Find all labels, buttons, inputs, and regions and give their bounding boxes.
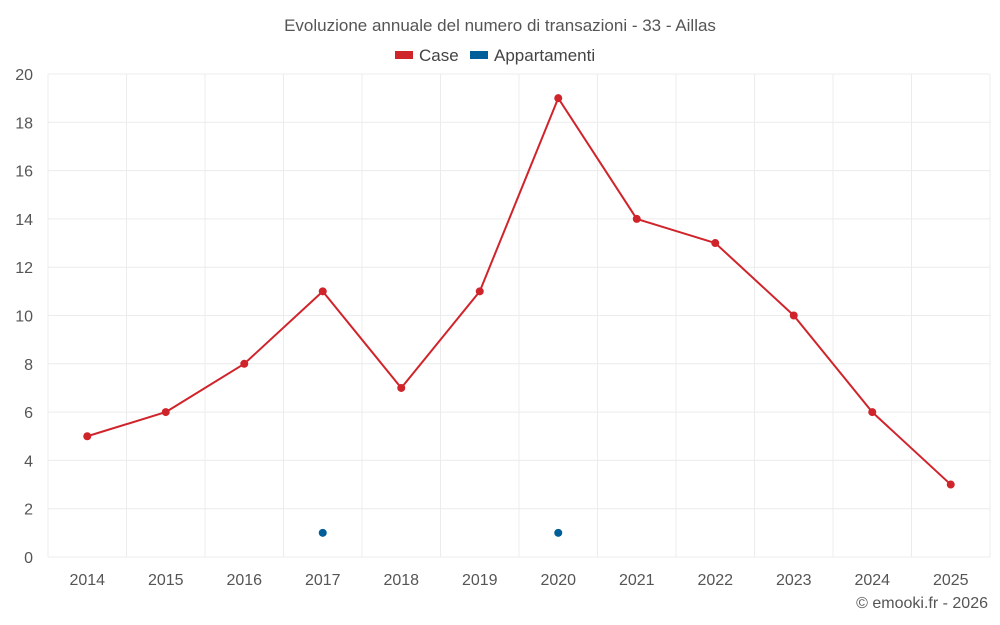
data-point-case-2025[interactable] <box>946 480 955 489</box>
data-point-case-2018[interactable] <box>397 383 406 392</box>
legend-swatch-appartamenti <box>470 51 488 59</box>
y-tick-label: 6 <box>24 405 33 422</box>
y-tick-label: 12 <box>15 260 33 277</box>
data-point-case-2015[interactable] <box>161 408 170 417</box>
x-tick-label: 2023 <box>776 572 812 589</box>
x-tick-label: 2020 <box>540 572 576 589</box>
y-tick-label: 10 <box>15 309 33 326</box>
data-point-case-2024[interactable] <box>868 408 877 417</box>
x-tick-label: 2015 <box>148 572 184 589</box>
x-tick-label: 2024 <box>854 572 890 589</box>
y-axis: 0 2 4 6 8 10 12 14 16 18 20 <box>15 67 33 567</box>
x-tick-label: 2016 <box>226 572 262 589</box>
y-tick-label: 8 <box>24 357 33 374</box>
legend-swatch-case <box>395 51 413 59</box>
grid <box>47 73 991 558</box>
x-tick-label: 2014 <box>69 572 105 589</box>
legend-label-appartamenti[interactable]: Appartamenti <box>494 46 595 65</box>
legend: Case Appartamenti <box>395 46 595 65</box>
data-point-case-2022[interactable] <box>711 239 720 248</box>
data-point-case-2019[interactable] <box>475 287 484 296</box>
series-line-case <box>86 97 952 486</box>
y-tick-label: 18 <box>15 115 33 132</box>
y-tick-label: 4 <box>24 453 33 470</box>
y-tick-label: 20 <box>15 67 33 84</box>
data-point-case-2017[interactable] <box>318 287 327 296</box>
data-point-case-2023[interactable] <box>789 311 798 320</box>
x-tick-label: 2018 <box>383 572 419 589</box>
y-tick-label: 16 <box>15 164 33 181</box>
chart-title: Evoluzione annuale del numero di transaz… <box>284 16 716 35</box>
data-point-case-2016[interactable] <box>240 359 249 368</box>
x-tick-label: 2021 <box>619 572 655 589</box>
data-point-case-2014[interactable] <box>83 432 92 441</box>
legend-label-case[interactable]: Case <box>419 46 459 65</box>
data-point-case-2020[interactable] <box>554 94 563 103</box>
x-tick-label: 2022 <box>697 572 733 589</box>
data-point-appartamenti-2020[interactable] <box>554 528 563 537</box>
x-tick-label: 2017 <box>305 572 341 589</box>
y-tick-label: 0 <box>24 550 33 567</box>
series-layer <box>83 94 955 537</box>
y-tick-label: 2 <box>24 502 33 519</box>
footer-credit: © emooki.fr - 2026 <box>856 595 988 612</box>
data-point-appartamenti-2017[interactable] <box>318 528 327 537</box>
y-tick-label: 14 <box>15 212 33 229</box>
data-point-case-2021[interactable] <box>632 214 641 223</box>
x-tick-label: 2025 <box>933 572 969 589</box>
x-axis: 2014 2015 2016 2017 2018 2019 2020 2021 2022 2023… <box>69 572 968 589</box>
x-tick-label: 2019 <box>462 572 498 589</box>
